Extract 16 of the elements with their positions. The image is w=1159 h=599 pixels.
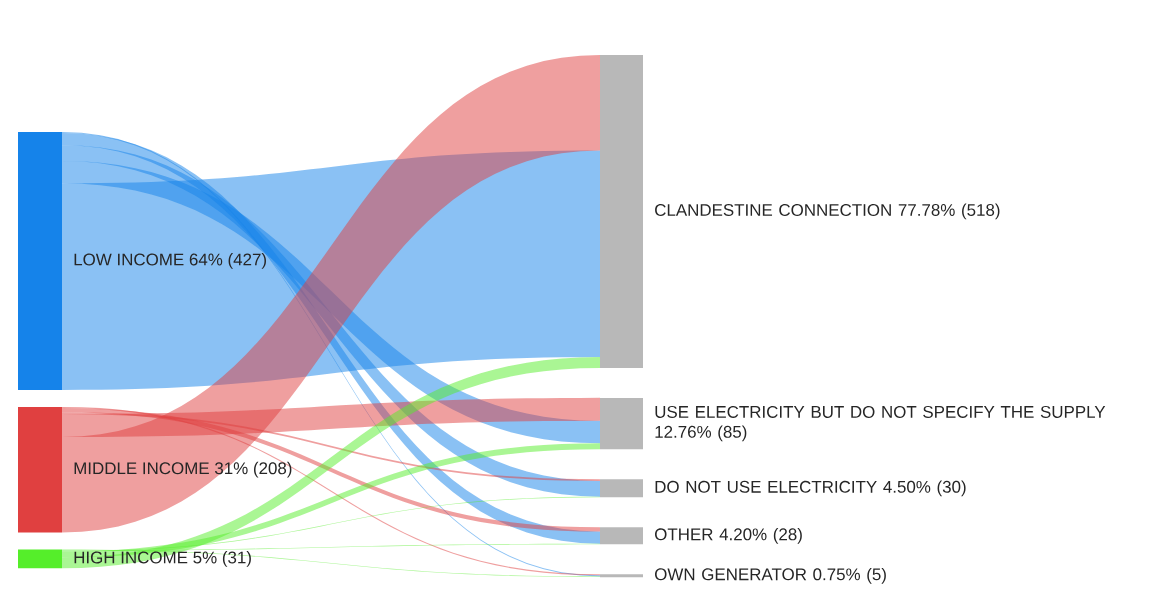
category-label: DO NOT USE ELECTRICITY bbox=[655, 480, 877, 493]
data-label: 0.75% (5) bbox=[813, 567, 886, 584]
data-label: 64% (427) bbox=[189, 253, 266, 269]
data-label: 5% (31) bbox=[193, 551, 251, 567]
data-label: 77.78% (518) bbox=[898, 203, 1000, 220]
category-label: OTHER bbox=[655, 528, 713, 541]
category-label: MIDDLE INCOME bbox=[74, 462, 209, 475]
data-label: 31% (208) bbox=[214, 461, 292, 478]
data-label: 4.20% (28) bbox=[719, 527, 802, 544]
category-label: USE ELECTRICITY BUT DO NOT SPECIFY THE SUPPLY bbox=[655, 405, 1106, 418]
data-label: 12.76% (85) bbox=[655, 425, 747, 442]
category-label: LOW INCOME bbox=[74, 253, 184, 266]
category-label: OWN GENERATOR bbox=[655, 568, 807, 581]
category-label: CLANDESTINE CONNECTION bbox=[655, 204, 891, 216]
category-label: HIGH INCOME bbox=[74, 551, 188, 564]
data-label: 4.50% (30) bbox=[883, 480, 966, 497]
